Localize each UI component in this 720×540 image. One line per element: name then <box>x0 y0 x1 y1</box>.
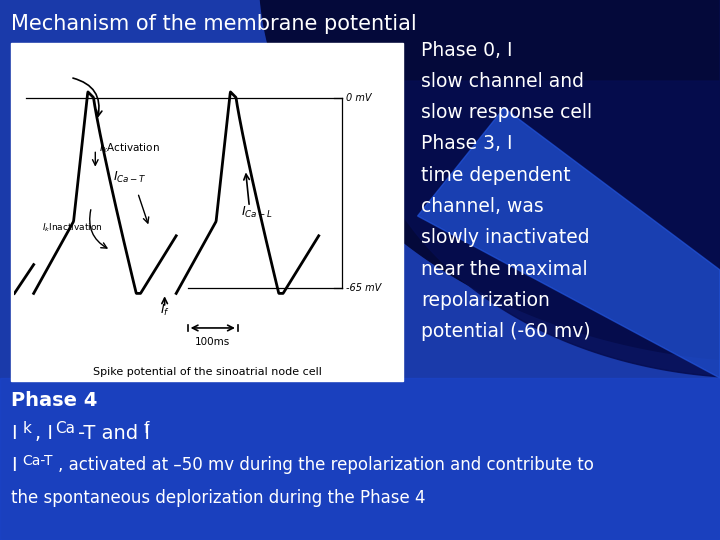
Text: channel, was: channel, was <box>421 197 544 216</box>
Text: f: f <box>144 421 149 436</box>
Text: Mechanism of the membrane potential: Mechanism of the membrane potential <box>11 14 417 33</box>
Text: the spontaneous deplorization during the Phase 4: the spontaneous deplorization during the… <box>11 489 426 507</box>
Text: $I_{Ca-T}$: $I_{Ca-T}$ <box>113 170 147 185</box>
Polygon shape <box>418 108 720 378</box>
Text: repolarization: repolarization <box>421 291 550 310</box>
Text: near the maximal: near the maximal <box>421 260 588 279</box>
Text: , I: , I <box>35 424 53 443</box>
Text: Spike potential of the sinoatrial node cell: Spike potential of the sinoatrial node c… <box>93 367 321 377</box>
Text: Ca: Ca <box>55 421 76 436</box>
Text: potential (-60 mv): potential (-60 mv) <box>421 322 591 341</box>
Text: -T and I: -T and I <box>78 424 150 443</box>
Text: slow channel and: slow channel and <box>421 72 584 91</box>
Text: I: I <box>11 424 17 443</box>
Text: Ca-T: Ca-T <box>22 454 53 468</box>
Polygon shape <box>259 0 720 362</box>
Text: $I_f$: $I_f$ <box>160 302 170 318</box>
Bar <box>0 378 720 540</box>
Polygon shape <box>360 0 720 378</box>
Bar <box>11 43 403 381</box>
Text: slow response cell: slow response cell <box>421 103 593 122</box>
Text: , activated at –50 mv during the repolarization and contribute to: , activated at –50 mv during the repolar… <box>58 456 593 474</box>
Text: k: k <box>22 421 31 436</box>
Text: I: I <box>11 456 17 475</box>
Text: slowly inactivated: slowly inactivated <box>421 228 590 247</box>
Text: Phase 0, I: Phase 0, I <box>421 40 518 59</box>
Text: 100ms: 100ms <box>195 336 230 347</box>
Text: time dependent: time dependent <box>421 166 571 185</box>
Text: $I_k$Inactivation: $I_k$Inactivation <box>42 221 102 233</box>
Text: Phase 3, I: Phase 3, I <box>421 134 518 153</box>
Text: $I_{Ca-L}$: $I_{Ca-L}$ <box>241 205 273 220</box>
Text: Phase 4: Phase 4 <box>11 392 97 410</box>
Text: $I_k$Activation: $I_k$Activation <box>99 141 160 154</box>
Text: 0 mV: 0 mV <box>346 92 372 103</box>
Text: -65 mV: -65 mV <box>346 282 381 293</box>
